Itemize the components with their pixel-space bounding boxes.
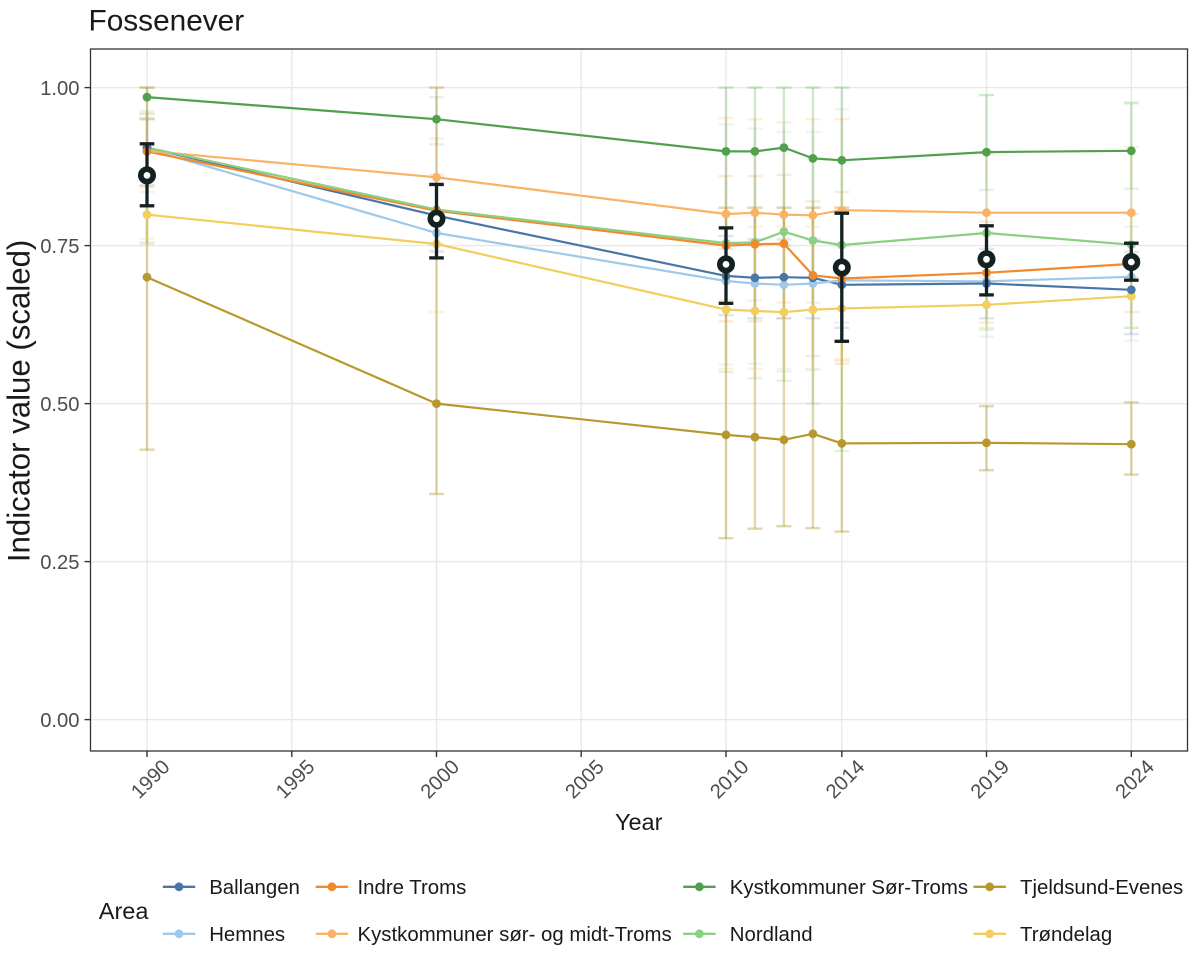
svg-text:Hemnes: Hemnes xyxy=(209,924,285,946)
svg-text:Fossenever: Fossenever xyxy=(89,5,245,38)
svg-text:0.25: 0.25 xyxy=(40,552,79,574)
svg-text:Indre Troms: Indre Troms xyxy=(358,877,467,899)
svg-text:Area: Area xyxy=(99,898,150,924)
svg-text:0.00: 0.00 xyxy=(40,710,79,732)
svg-text:Year: Year xyxy=(615,809,663,835)
svg-text:0.75: 0.75 xyxy=(40,236,79,258)
svg-text:Ballangen: Ballangen xyxy=(209,877,300,899)
svg-text:1.00: 1.00 xyxy=(40,78,79,100)
svg-text:Kystkommuner Sør-Troms: Kystkommuner Sør-Troms xyxy=(730,877,968,899)
svg-text:Tjeldsund-Evenes: Tjeldsund-Evenes xyxy=(1020,877,1183,899)
svg-text:Trøndelag: Trøndelag xyxy=(1020,924,1112,946)
svg-text:Indicator value (scaled): Indicator value (scaled) xyxy=(2,240,37,562)
svg-text:Kystkommuner sør- og midt-Trom: Kystkommuner sør- og midt-Troms xyxy=(358,924,672,946)
svg-text:0.50: 0.50 xyxy=(40,394,79,416)
svg-text:Nordland: Nordland xyxy=(730,924,813,946)
